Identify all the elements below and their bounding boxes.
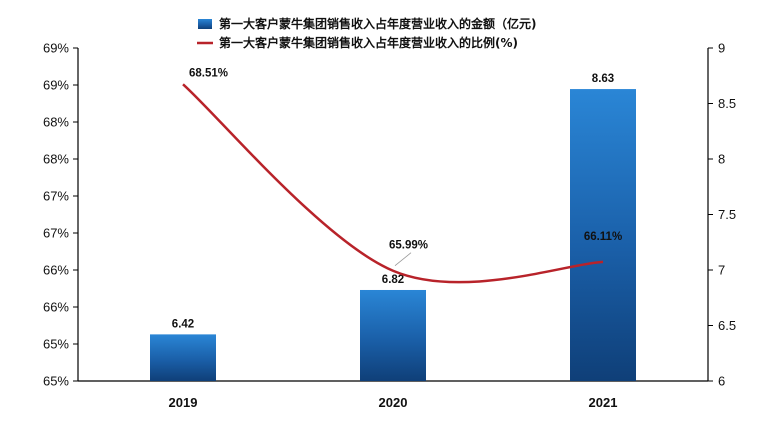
right-tick-label: 7.5 — [718, 207, 736, 222]
bar-value-label: 8.63 — [592, 73, 614, 85]
legend: 第一大客户蒙牛集团销售收入占年度营业收入的金额（亿元) 第一大客户蒙牛集团销售收… — [197, 16, 537, 50]
bar-series — [150, 89, 636, 381]
line-value-label: 66.11% — [584, 231, 622, 243]
ratio-line — [182, 83, 604, 284]
x-tick-label: 2019 — [169, 395, 198, 410]
x-axis-labels: 2019 2020 2021 — [169, 395, 618, 410]
right-tick-label: 9 — [718, 41, 725, 56]
bar-value-label: 6.42 — [172, 318, 194, 330]
legend-bar-swatch — [198, 19, 212, 29]
left-axis-ticks: 65% 65% 66% 66% 67% 67% 68% 68% 69% 69% — [43, 41, 78, 389]
right-tick-label: 6 — [718, 374, 725, 389]
right-tick-label: 8.5 — [718, 96, 736, 111]
left-tick-label: 69% — [43, 78, 69, 93]
line-value-label: 65.99% — [389, 240, 428, 252]
bar-value-label: 6.82 — [382, 274, 404, 286]
left-tick-label: 66% — [43, 300, 69, 315]
left-tick-label: 68% — [43, 152, 69, 167]
left-tick-label: 67% — [43, 189, 69, 204]
legend-bar-label: 第一大客户蒙牛集团销售收入占年度营业收入的金额（亿元) — [219, 16, 537, 31]
left-tick-label: 65% — [43, 337, 69, 352]
right-tick-label: 8 — [718, 152, 725, 167]
bar-2019 — [150, 334, 216, 381]
x-tick-label: 2021 — [589, 395, 618, 410]
right-tick-label: 7 — [718, 263, 725, 278]
left-tick-label: 65% — [43, 374, 69, 389]
legend-line-label: 第一大客户蒙牛集团销售收入占年度营业收入的比例(%) — [219, 35, 518, 50]
left-tick-label: 66% — [43, 263, 69, 278]
bar-data-labels: 6.42 6.82 8.63 — [172, 73, 614, 330]
line-data-labels: 68.51% 65.99% 66.11% — [189, 67, 622, 267]
line-value-label: 68.51% — [189, 67, 228, 79]
left-tick-label: 69% — [43, 41, 69, 56]
left-tick-label: 67% — [43, 226, 69, 241]
bar-2021 — [570, 89, 636, 381]
label-leader-line — [394, 252, 412, 267]
right-axis-ticks: 6 6.5 7 7.5 8 8.5 9 — [708, 41, 736, 389]
right-tick-label: 6.5 — [718, 318, 736, 333]
bar-2020 — [360, 289, 426, 381]
line-series — [182, 83, 604, 284]
x-tick-label: 2020 — [379, 395, 408, 410]
left-tick-label: 68% — [43, 115, 69, 130]
